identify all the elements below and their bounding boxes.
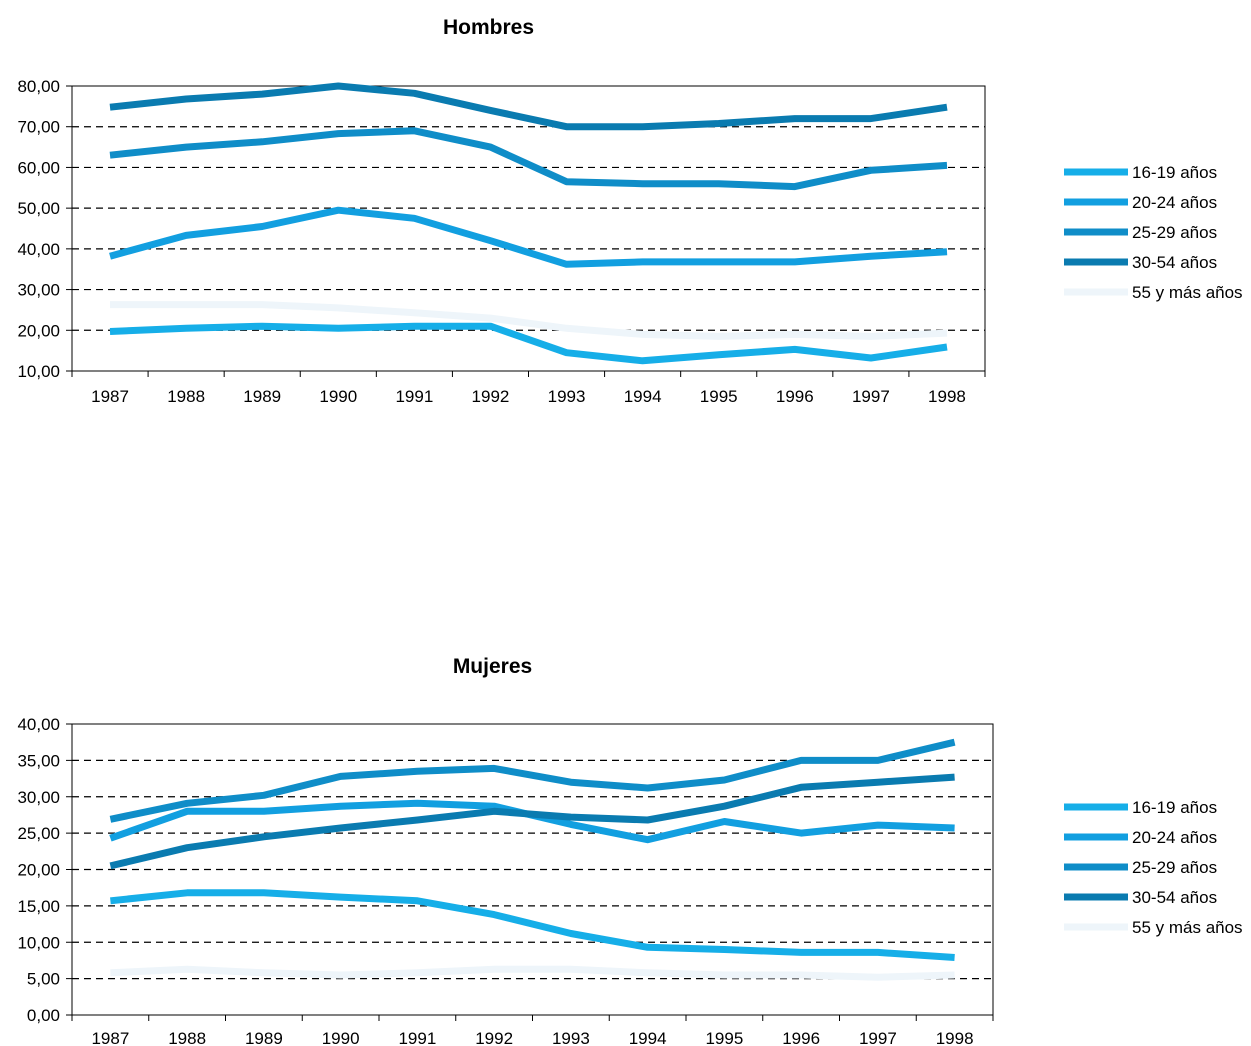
series-line-3: [109, 82, 948, 131]
y-tick-label: 20,00: [17, 861, 60, 880]
y-tick-label: 30,00: [17, 281, 60, 300]
y-tick-label: 10,00: [17, 362, 60, 381]
x-tick-label: 1992: [475, 1029, 513, 1046]
y-tick-label: 35,00: [17, 751, 60, 770]
x-tick-label: 1988: [168, 1029, 206, 1046]
series-line-2: [109, 127, 948, 191]
x-tick-label: 1992: [472, 387, 510, 406]
x-tick-label: 1996: [782, 1029, 820, 1046]
series-line-1: [109, 799, 955, 844]
x-tick-label: 1988: [167, 387, 205, 406]
chart-title: Hombres: [443, 16, 534, 39]
series-line-4: [110, 965, 955, 981]
y-tick-label: 30,00: [17, 788, 60, 807]
y-tick-label: 20,00: [17, 321, 60, 340]
legend-label: 20-24 años: [1132, 828, 1217, 847]
x-tick-label: 1998: [928, 387, 966, 406]
y-tick-label: 40,00: [17, 240, 60, 259]
series-line-0: [110, 889, 955, 961]
x-tick-label: 1993: [548, 387, 586, 406]
x-tick-label: 1994: [629, 1029, 667, 1046]
series-line-2: [109, 738, 956, 823]
series-line-4: [110, 301, 948, 340]
y-tick-label: 15,00: [17, 897, 60, 916]
legend-label: 25-29 años: [1132, 223, 1217, 242]
x-tick-label: 1996: [776, 387, 814, 406]
legend-label: 55 y más años: [1132, 918, 1243, 937]
y-tick-label: 0,00: [27, 1006, 60, 1025]
y-tick-label: 50,00: [17, 199, 60, 218]
series-line-3: [109, 773, 955, 870]
x-tick-label: 1995: [700, 387, 738, 406]
series-line-0: [109, 322, 948, 365]
y-tick-label: 80,00: [17, 77, 60, 96]
chart-0: Hombres 10,00 20,00 30,00 40,00 50,00 60,00 70,…: [17, 16, 1242, 406]
y-tick-label: 70,00: [17, 118, 60, 137]
legend-label: 30-54 años: [1132, 888, 1217, 907]
legend-label: 16-19 años: [1132, 798, 1217, 817]
legend-label: 16-19 años: [1132, 163, 1217, 182]
x-tick-label: 1998: [936, 1029, 974, 1046]
x-tick-label: 1989: [245, 1029, 283, 1046]
x-tick-label: 1987: [91, 387, 129, 406]
y-tick-label: 40,00: [17, 715, 60, 734]
legend-label: 55 y más años: [1132, 283, 1243, 302]
x-tick-label: 1993: [552, 1029, 590, 1046]
legend-label: 30-54 años: [1132, 253, 1217, 272]
x-tick-label: 1997: [859, 1029, 897, 1046]
series-line-1: [109, 206, 948, 268]
y-tick-label: 60,00: [17, 158, 60, 177]
x-tick-label: 1989: [243, 387, 281, 406]
x-tick-label: 1990: [322, 1029, 360, 1046]
x-tick-label: 1991: [395, 387, 433, 406]
x-tick-label: 1994: [624, 387, 662, 406]
legend-label: 20-24 años: [1132, 193, 1217, 212]
x-tick-label: 1987: [91, 1029, 129, 1046]
x-tick-label: 1991: [398, 1029, 436, 1046]
chart-title: Mujeres: [453, 655, 532, 678]
legend-label: 25-29 años: [1132, 858, 1217, 877]
y-tick-label: 25,00: [17, 824, 60, 843]
y-tick-label: 10,00: [17, 933, 60, 952]
x-tick-label: 1997: [852, 387, 890, 406]
x-tick-label: 1995: [705, 1029, 743, 1046]
x-tick-label: 1990: [319, 387, 357, 406]
y-tick-label: 5,00: [27, 970, 60, 989]
chart-1: Mujeres 0,00 5,00 10,00 15,00 20,00 25,00 30,00…: [17, 655, 1242, 1046]
